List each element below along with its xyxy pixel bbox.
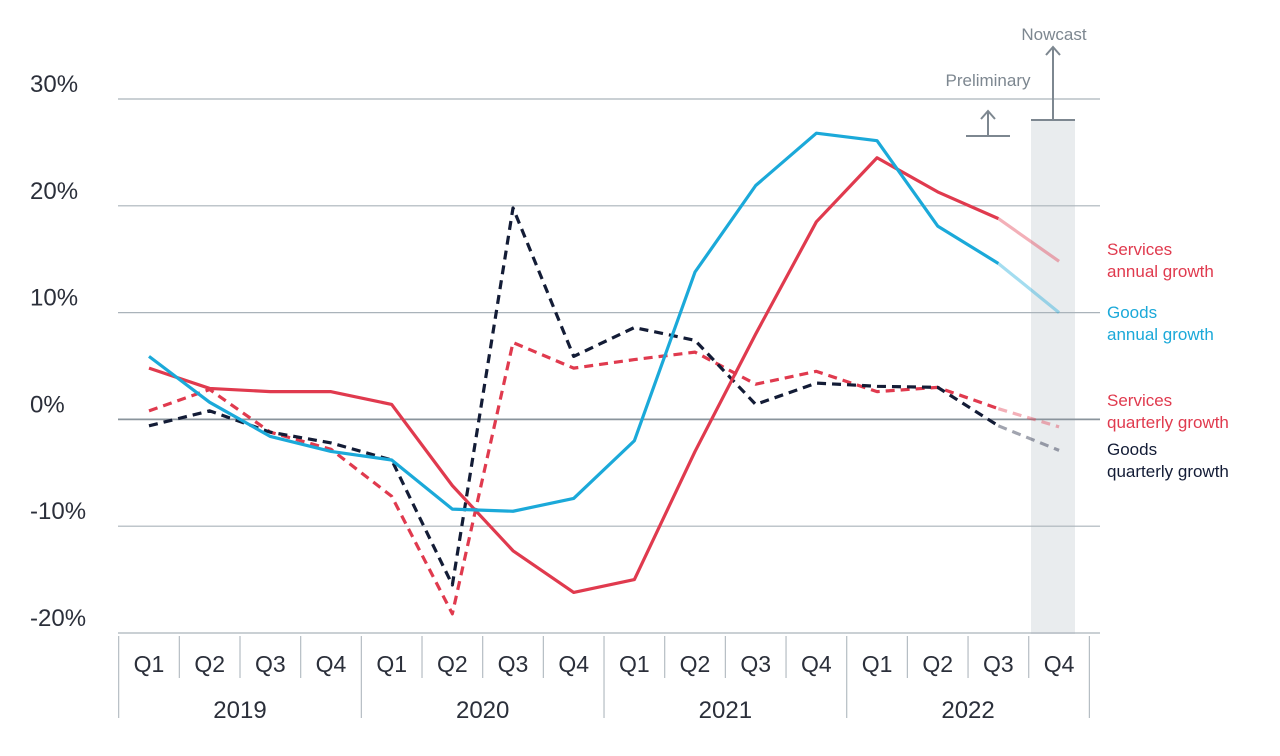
x-tick-label: Q1 — [376, 651, 407, 677]
x-tick-label: Q2 — [922, 651, 953, 677]
legend-label: Goods — [1107, 303, 1157, 322]
year-label: 2019 — [213, 697, 266, 724]
x-tick-label: Q1 — [619, 651, 650, 677]
series-line — [148, 206, 1000, 587]
x-tick-label: Q4 — [1044, 651, 1075, 677]
year-label: 2020 — [456, 697, 509, 724]
x-tick-label: Q2 — [680, 651, 711, 677]
y-tick-label: 0% — [30, 391, 65, 418]
x-tick-label: Q3 — [740, 651, 771, 677]
y-axis-ticks: 30% 20% 10% 0% -10% -20% — [30, 71, 86, 632]
annotations: Nowcast Preliminary — [945, 25, 1087, 137]
x-tick-label: Q3 — [255, 651, 286, 677]
legend-label: annual growth — [1107, 262, 1214, 281]
x-tick-label: Q2 — [194, 651, 225, 677]
legend-label: Services — [1107, 391, 1172, 410]
preliminary-arrow-icon — [980, 109, 996, 120]
series-line — [148, 340, 999, 616]
preliminary-label: Preliminary — [945, 71, 1031, 90]
x-tick-label: Q4 — [558, 651, 589, 677]
series-line — [148, 131, 1000, 513]
x-tick-label: Q3 — [983, 651, 1014, 677]
legend-label: annual growth — [1107, 325, 1214, 344]
x-tick-label: Q3 — [498, 651, 529, 677]
x-tick-label: Q4 — [316, 651, 347, 677]
legend: Services annual growth Goods annual growth S… — [1107, 240, 1229, 481]
y-tick-label: 10% — [30, 285, 78, 312]
y-tick-label: -20% — [30, 605, 86, 632]
nowcast-arrow-icon — [1045, 45, 1061, 56]
x-tick-label: Q4 — [801, 651, 832, 677]
nowcast-label: Nowcast — [1021, 25, 1086, 44]
series-nowcast-segment — [997, 217, 1060, 263]
x-axis: Q1 Q2 Q3 Q4 Q1 Q2 Q3 Q4 Q1 Q2 Q3 Q4 Q1 Q2 Q3 Q4 2019 2020… — [118, 636, 1090, 724]
year-label: 2021 — [699, 697, 752, 724]
series-nowcast-segment — [997, 424, 1060, 452]
nowcast-band — [1031, 120, 1075, 634]
gridlines — [118, 98, 1100, 634]
series-nowcast-segment — [997, 262, 1061, 314]
year-label: 2022 — [941, 697, 994, 724]
x-tick-label: Q2 — [437, 651, 468, 677]
series-lines — [148, 131, 1061, 616]
y-tick-label: 20% — [30, 178, 78, 205]
legend-label: Goods — [1107, 440, 1157, 459]
x-tick-label: Q1 — [862, 651, 893, 677]
series-line — [148, 156, 1000, 595]
y-tick-label: 30% — [30, 71, 78, 98]
series-nowcast-segment — [997, 407, 1060, 429]
legend-label: quarterly growth — [1107, 413, 1229, 432]
y-tick-label: -10% — [30, 498, 86, 525]
x-tick-label: Q1 — [134, 651, 165, 677]
legend-label: Services — [1107, 240, 1172, 259]
legend-label: quarterly growth — [1107, 462, 1229, 481]
